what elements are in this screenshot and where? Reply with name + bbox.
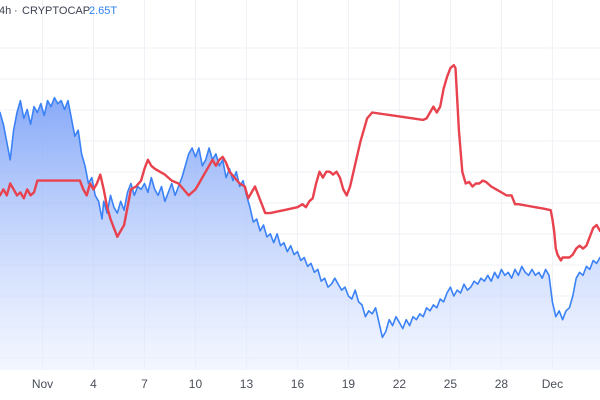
- series-2-line: [0, 63, 600, 262]
- x-tick-label: 28: [495, 377, 509, 391]
- header-symbol: CRYPTOCAP: [22, 5, 90, 17]
- header-interval: 4h: [0, 5, 11, 17]
- x-tick-label: 22: [393, 377, 407, 391]
- area-layer: [0, 97, 600, 370]
- x-tick-label: 13: [240, 377, 254, 391]
- series-1-area: [0, 97, 600, 370]
- chart-header: 4h · CRYPTOCAP 2.65T: [0, 5, 117, 17]
- x-tick-label: 10: [189, 377, 203, 391]
- header-value: 2.65T: [89, 5, 117, 17]
- series-1-line: [0, 96, 600, 339]
- x-tick-label: 25: [444, 377, 458, 391]
- x-tick-label: 19: [342, 377, 356, 391]
- x-tick-label: Nov: [32, 377, 53, 391]
- header-separator: ·: [14, 5, 18, 17]
- x-tick-label: 7: [141, 377, 148, 391]
- x-tick-label: Dec: [542, 377, 563, 391]
- x-tick-label: 4: [90, 377, 97, 391]
- x-tick-label: 16: [291, 377, 305, 391]
- line-layer: [0, 63, 600, 339]
